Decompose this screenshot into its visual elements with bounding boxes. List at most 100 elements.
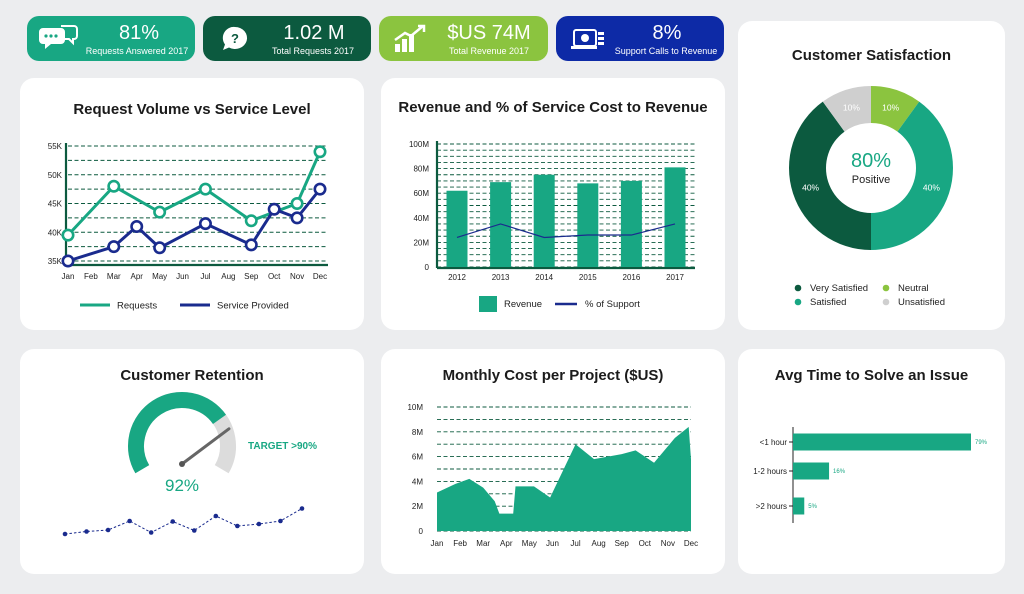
customer-satisfaction-card: Customer Satisfaction 10% 40% 40% 10% 80% Pos… (738, 21, 1005, 330)
data-point (61, 254, 75, 268)
kpi-total-revenue: $US 74M Total Revenue 2017 (379, 16, 548, 61)
data-point (313, 145, 327, 159)
data-point (244, 238, 258, 252)
request-volume-card: Request Volume vs Service Level 35K 40K 45… (20, 78, 364, 330)
x-tick-label: Jun (176, 272, 189, 281)
legend-label: Service Provided (217, 301, 289, 312)
chart-title: Customer Retention (120, 367, 264, 384)
category-label: <1 hour (760, 438, 788, 447)
kpi-value: 1.02 M (283, 22, 345, 44)
x-tick-label: Jul (200, 272, 210, 281)
gauge-hub (179, 461, 185, 467)
y-tick-label: 8M (412, 428, 423, 437)
donut-slice (871, 86, 920, 132)
y-tick-label: 40K (48, 228, 63, 237)
avg-time-card: Avg Time to Solve an Issue <1 hour 79% 1-2… (738, 349, 1005, 574)
x-tick-label: Dec (684, 539, 698, 548)
data-point (153, 241, 167, 255)
legend-label: Requests (117, 301, 157, 312)
sparkline-point (105, 527, 111, 533)
y-tick-label: 45K (48, 200, 63, 209)
x-tick-label: 2015 (579, 273, 597, 282)
slice-label: 10% (882, 103, 899, 113)
slice-label: 40% (923, 183, 940, 193)
y-tick-label: 6M (412, 453, 423, 462)
chart-title: Monthly Cost per Project ($US) (442, 367, 664, 384)
y-tick-label: 80M (413, 165, 429, 174)
y-tick-label: 100M (409, 140, 429, 149)
sparkline-point (278, 518, 283, 524)
sparkline-point (170, 519, 176, 524)
data-point (130, 220, 144, 234)
sparkline-point (148, 530, 154, 535)
legend-label: Revenue (504, 299, 542, 310)
kpi-label: Total Requests 2017 (271, 46, 355, 56)
x-tick-label: May (522, 539, 537, 548)
x-tick-label: Jul (570, 539, 580, 548)
customer-satisfaction-chart: 10% 40% 40% 10% 80% Positive Very Satisfied Neu… (789, 86, 953, 308)
legend-dot (794, 298, 802, 306)
question-bubble-icon: ? (215, 24, 255, 54)
sparkline-point (191, 528, 197, 533)
center-label: Positive (852, 174, 891, 186)
legend-label: Very Satisfied (810, 283, 868, 294)
bar (793, 462, 830, 480)
sparkline-point (84, 529, 89, 534)
data-point (290, 197, 304, 211)
x-tick-label: Jan (431, 539, 444, 548)
kpi-support-calls: 8% Support Calls to Revenue (556, 16, 724, 61)
bar (793, 433, 971, 451)
data-point (313, 182, 327, 196)
x-tick-label: May (152, 272, 167, 281)
avg-time-chart: <1 hour 79% 1-2 hours 16% >2 hours 5% (753, 427, 988, 523)
donut-slice (789, 101, 871, 250)
chart-title: Revenue and % of Service Cost to Revenue (398, 99, 708, 116)
kpi-requests-answered: 81% Requests Answered 2017 (27, 16, 195, 61)
x-tick-label: Mar (476, 539, 490, 548)
y-tick-label: 35K (48, 257, 63, 266)
x-tick-label: Oct (639, 539, 652, 548)
area-fill (437, 426, 691, 531)
category-label: >2 hours (756, 502, 787, 511)
value-label: 16% (833, 469, 846, 475)
y-tick-label: 0 (419, 527, 424, 536)
value-label: 79% (975, 440, 988, 446)
gauge-value: 92% (165, 476, 199, 495)
gauge-fill (128, 392, 226, 474)
bar (793, 497, 805, 515)
series-line (66, 151, 322, 237)
legend-swatch (479, 296, 497, 312)
sparkline-point (299, 506, 305, 511)
bar (620, 180, 642, 267)
x-tick-label: Feb (84, 272, 98, 281)
x-tick-label: 2014 (535, 273, 553, 282)
chart-title: Request Volume vs Service Level (73, 101, 311, 118)
y-tick-label: 40M (413, 214, 429, 223)
legend-label: Neutral (898, 283, 929, 294)
chat-bubbles-icon (39, 24, 79, 54)
kpi-value: 8% (652, 22, 682, 44)
kpi-total-requests: ? 1.02 M Total Requests 2017 (203, 16, 371, 61)
kpi-value: 81% (118, 22, 160, 44)
y-tick-label: 0 (425, 263, 430, 272)
bar (533, 174, 555, 267)
x-tick-label: Apr (131, 272, 144, 281)
customer-retention-chart: 92% TARGET >90% (62, 392, 317, 537)
slice-label: 40% (802, 183, 819, 193)
slice-label: 10% (843, 103, 860, 113)
kpi-label: Requests Answered 2017 (85, 46, 189, 56)
request-volume-chart: 35K 40K 45K 50K 55K Jan Feb Mar Apr May Jun Jul Aug S… (48, 142, 328, 312)
bar (577, 183, 599, 267)
bar (664, 167, 686, 267)
legend-dot (794, 284, 802, 292)
revenue-chart: 0 20M 40M 60M 80M 100M 2012 2013 2014 2015 2016 201… (409, 140, 695, 312)
y-tick-label: 50K (48, 171, 63, 180)
y-tick-label: 60M (413, 189, 429, 198)
kpi-value: $US 74M (447, 22, 531, 44)
x-tick-label: Dec (313, 272, 327, 281)
legend-dot (882, 284, 890, 292)
x-tick-label: Apr (500, 539, 513, 548)
data-point (107, 240, 121, 254)
data-point (290, 211, 304, 225)
revenue-card: Revenue and % of Service Cost to Revenue… (381, 78, 725, 330)
